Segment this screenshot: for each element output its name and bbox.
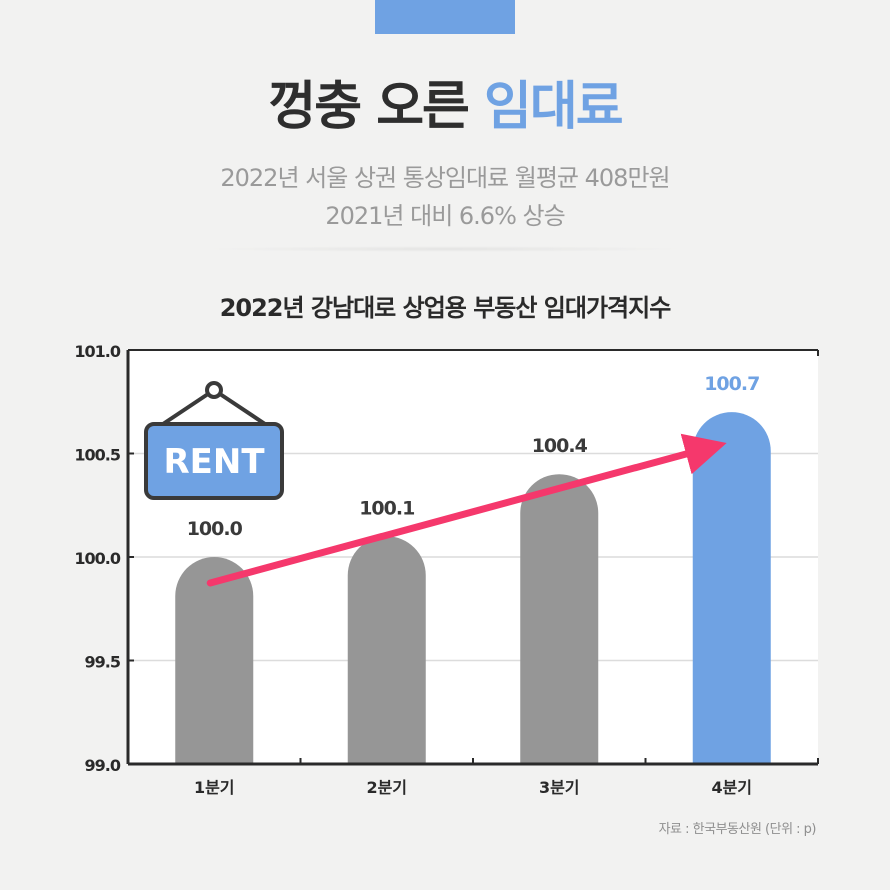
page-title: 껑충 오른 임대료 xyxy=(0,72,890,142)
x-tick-label: 2분기 xyxy=(366,778,407,797)
label-layer: 100.0 100.1 100.4 100.7 xyxy=(187,373,761,540)
x-tick-label: 1분기 xyxy=(194,778,235,797)
subtitle-line-2: 2021년 대비 6.6% 상승 xyxy=(325,202,565,230)
sign-board xyxy=(144,422,284,500)
data-label: 100.0 xyxy=(187,518,243,540)
y-tick-label: 99.5 xyxy=(85,653,121,672)
sign-label: RENT xyxy=(163,442,265,482)
bar xyxy=(347,536,426,764)
trend-arrow xyxy=(206,433,727,587)
y-tick-label: 100.5 xyxy=(74,446,120,465)
top-tab-decoration xyxy=(375,0,515,34)
sign-nail xyxy=(205,381,223,399)
source-note: 자료 : 한국부동산원 (단위 : p) xyxy=(658,822,817,837)
y-tick-label: 99.0 xyxy=(85,756,121,775)
rent-sign-icon: RENT xyxy=(144,381,284,500)
x-tick-label: 3분기 xyxy=(539,778,580,797)
bar-layer xyxy=(175,412,771,764)
divider xyxy=(200,246,690,252)
data-label: 100.7 xyxy=(704,373,759,395)
y-tick-label: 100.0 xyxy=(74,549,120,568)
bar xyxy=(175,557,254,764)
axis-layer: 99.0 99.5 100.0 100.5 101.0 1분기 2분기 3분기 4분기 xyxy=(74,342,819,797)
x-tick-label: 4분기 xyxy=(711,778,752,797)
data-label: 100.4 xyxy=(532,435,588,457)
y-tick-label: 101.0 xyxy=(74,342,120,361)
chart-title: 2022년 강남대로 상업용 부동산 임대가격지수 xyxy=(219,294,672,322)
page-title-accent: 임대료 xyxy=(484,77,624,137)
trend-layer xyxy=(206,433,727,587)
subtitle-line-1: 2022년 서울 상권 통상임대료 월평균 408만원 xyxy=(220,164,670,192)
bar xyxy=(692,412,771,764)
page-title-main: 껑충 오른 xyxy=(268,77,485,137)
data-label: 100.1 xyxy=(359,497,414,519)
bar xyxy=(520,474,599,764)
